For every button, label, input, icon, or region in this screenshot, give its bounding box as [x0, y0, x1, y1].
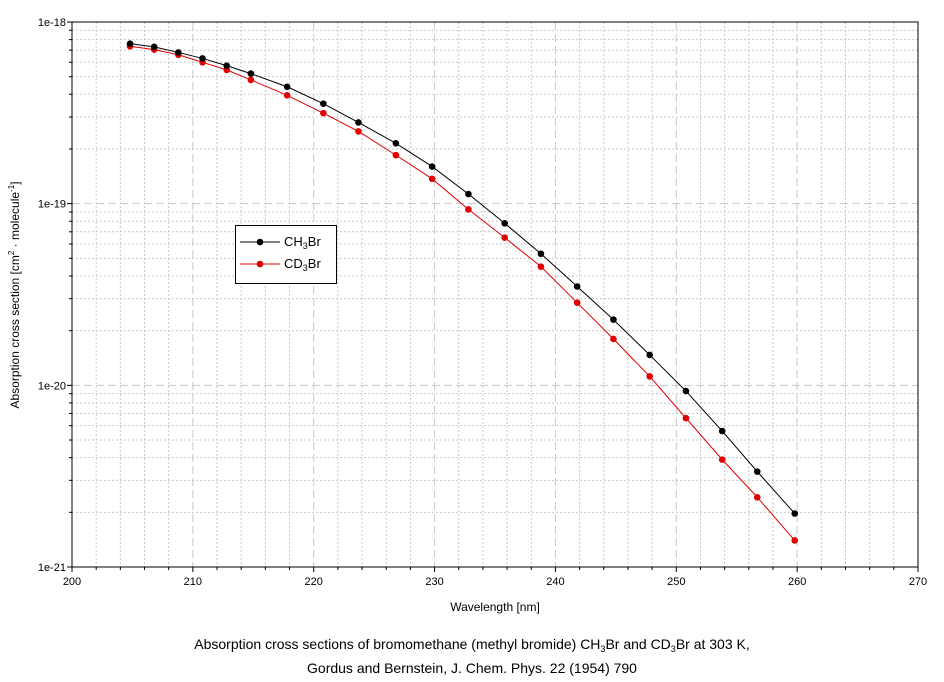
data-point-cd3br — [610, 335, 617, 343]
data-point-ch3br — [465, 190, 472, 198]
data-point-ch3br — [283, 83, 291, 91]
data-point-ch3br — [320, 100, 327, 108]
data-point-ch3br — [682, 387, 690, 395]
data-point-cd3br — [646, 373, 653, 380]
legend-item-cd3br: CD3Br — [236, 254, 336, 274]
data-point-ch3br — [392, 139, 400, 147]
data-point-ch3br — [646, 351, 653, 359]
data-point-ch3br — [150, 43, 158, 51]
data-series — [126, 40, 799, 544]
data-point-cd3br — [283, 91, 291, 99]
data-point-ch3br — [718, 427, 726, 435]
x-tick-label: 270 — [909, 576, 927, 588]
figure-caption-line-2: Gordus and Bernstein, J. Chem. Phys. 22 … — [307, 660, 637, 676]
data-point-cd3br — [682, 414, 690, 422]
data-point-cd3br — [791, 537, 799, 544]
data-point-cd3br — [573, 299, 581, 307]
x-tick-label: 220 — [305, 576, 323, 588]
x-tick-label: 230 — [425, 576, 443, 588]
data-point-ch3br — [428, 163, 436, 170]
series-line-cd3br — [129, 45, 796, 541]
data-point-ch3br — [537, 250, 545, 258]
data-point-ch3br — [753, 468, 761, 475]
data-point-ch3br — [610, 316, 617, 323]
data-point-ch3br — [573, 283, 581, 290]
data-point-cd3br — [355, 128, 362, 135]
legend: CH3Br CD3Br — [235, 225, 337, 284]
data-point-ch3br — [199, 55, 206, 62]
data-point-cd3br — [537, 263, 545, 270]
y-tick-label: 1e-19 — [38, 199, 66, 211]
y-axis-title: Absorption cross section [cm2 · molecule… — [7, 181, 22, 408]
data-point-cd3br — [392, 151, 400, 159]
data-point-ch3br — [223, 62, 230, 69]
data-point-cd3br — [465, 206, 472, 213]
axes: 200 210 220 230 240 250 260 270 1e-21 1e-20 1e-19 1… — [38, 17, 927, 588]
data-point-cd3br — [320, 109, 327, 117]
data-point-ch3br — [126, 40, 134, 47]
data-point-cd3br — [718, 456, 726, 463]
y-tick-label: 1e-21 — [38, 562, 66, 574]
legend-label-ch3br: CH3Br — [284, 234, 321, 251]
grid-lines — [72, 22, 918, 567]
data-point-cd3br — [428, 175, 436, 183]
data-point-ch3br — [501, 219, 508, 227]
legend-swatch-ch3br — [240, 238, 280, 246]
y-tick-label: 1e-20 — [38, 380, 66, 392]
data-point-ch3br — [355, 119, 362, 126]
data-point-ch3br — [791, 510, 799, 517]
data-point-cd3br — [247, 76, 255, 84]
y-tick-label: 1e-18 — [38, 17, 66, 29]
x-tick-label: 250 — [667, 576, 685, 588]
x-tick-label: 210 — [184, 576, 202, 588]
legend-item-ch3br: CH3Br — [236, 232, 336, 252]
legend-swatch-cd3br — [240, 260, 280, 268]
x-tick-label: 200 — [63, 576, 81, 588]
data-point-cd3br — [753, 493, 761, 501]
series-line-ch3br — [129, 43, 796, 514]
legend-label-cd3br: CD3Br — [284, 256, 321, 273]
x-tick-label: 240 — [546, 576, 564, 588]
data-point-ch3br — [175, 49, 182, 56]
x-axis-title: Wavelength [nm] — [450, 600, 540, 614]
x-tick-label: 260 — [788, 576, 806, 588]
data-point-cd3br — [501, 234, 508, 241]
data-point-ch3br — [247, 70, 255, 77]
plot-frame — [71, 21, 919, 568]
figure-caption-line-1: Absorption cross sections of bromomethan… — [194, 636, 750, 654]
